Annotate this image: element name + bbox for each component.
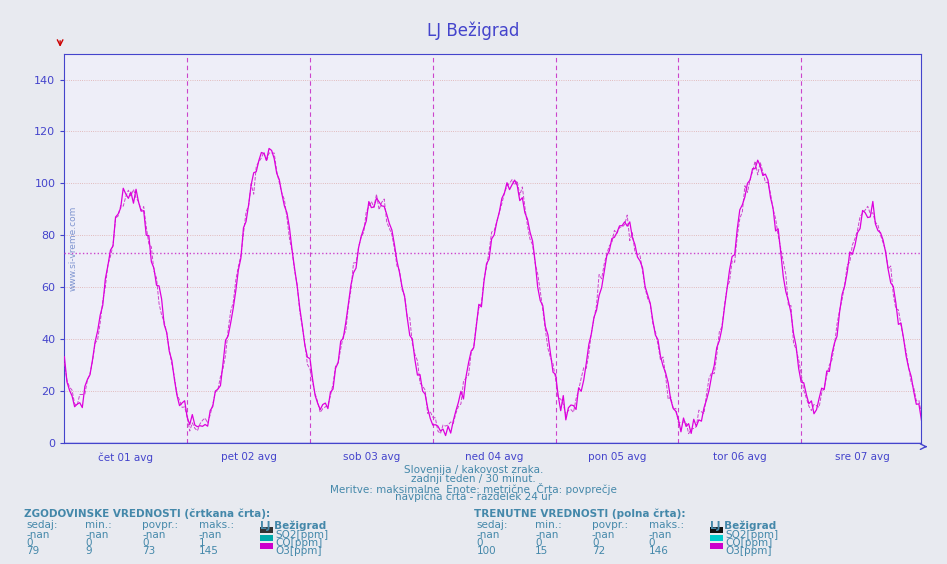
Text: tor 06 avg: tor 06 avg <box>713 452 767 462</box>
Text: 0: 0 <box>649 538 655 548</box>
Text: sre 07 avg: sre 07 avg <box>835 452 890 462</box>
Text: -nan: -nan <box>142 530 166 540</box>
Text: min.:: min.: <box>535 520 562 530</box>
Text: LJ Bežigrad: LJ Bežigrad <box>710 520 777 531</box>
Text: 146: 146 <box>649 546 669 556</box>
Text: LJ Bežigrad: LJ Bežigrad <box>260 520 327 531</box>
Text: Slovenija / kakovost zraka.: Slovenija / kakovost zraka. <box>403 465 544 475</box>
Text: www.si-vreme.com: www.si-vreme.com <box>68 205 78 291</box>
Text: maks.:: maks.: <box>199 520 234 530</box>
Text: CO[ppm]: CO[ppm] <box>276 538 323 548</box>
Text: pet 02 avg: pet 02 avg <box>221 452 277 462</box>
Text: 145: 145 <box>199 546 219 556</box>
Text: 0: 0 <box>85 538 92 548</box>
Text: 15: 15 <box>535 546 548 556</box>
Text: -nan: -nan <box>592 530 616 540</box>
Text: -nan: -nan <box>649 530 672 540</box>
Text: 100: 100 <box>476 546 496 556</box>
Text: 79: 79 <box>27 546 40 556</box>
Text: povpr.:: povpr.: <box>142 520 178 530</box>
Text: navpična črta - razdelek 24 ur: navpična črta - razdelek 24 ur <box>395 492 552 503</box>
Text: -nan: -nan <box>535 530 559 540</box>
Text: zadnji teden / 30 minut.: zadnji teden / 30 minut. <box>411 474 536 484</box>
Text: -nan: -nan <box>476 530 500 540</box>
Text: CO[ppm]: CO[ppm] <box>725 538 773 548</box>
Text: 0: 0 <box>476 538 483 548</box>
Text: SO2[ppm]: SO2[ppm] <box>276 530 329 540</box>
Text: 0: 0 <box>535 538 542 548</box>
Text: -nan: -nan <box>85 530 109 540</box>
Text: čet 01 avg: čet 01 avg <box>98 452 153 463</box>
Text: -nan: -nan <box>199 530 223 540</box>
Text: sedaj:: sedaj: <box>476 520 508 530</box>
Text: ZGODOVINSKE VREDNOSTI (črtkana črta):: ZGODOVINSKE VREDNOSTI (črtkana črta): <box>24 509 270 519</box>
Text: 73: 73 <box>142 546 155 556</box>
Text: O3[ppm]: O3[ppm] <box>276 546 322 556</box>
Text: 9: 9 <box>85 546 92 556</box>
Text: TRENUTNE VREDNOSTI (polna črta):: TRENUTNE VREDNOSTI (polna črta): <box>474 509 685 519</box>
Text: ned 04 avg: ned 04 avg <box>465 452 524 462</box>
Text: Meritve: maksimalne  Enote: metrične  Črta: povprečje: Meritve: maksimalne Enote: metrične Črta… <box>331 483 616 495</box>
Text: min.:: min.: <box>85 520 112 530</box>
Text: pon 05 avg: pon 05 avg <box>588 452 646 462</box>
Text: SO2[ppm]: SO2[ppm] <box>725 530 778 540</box>
Text: LJ Bežigrad: LJ Bežigrad <box>427 22 520 40</box>
Text: povpr.:: povpr.: <box>592 520 628 530</box>
Text: 72: 72 <box>592 546 605 556</box>
Text: 1: 1 <box>199 538 205 548</box>
Text: 0: 0 <box>27 538 33 548</box>
Text: sob 03 avg: sob 03 avg <box>343 452 400 462</box>
Text: 0: 0 <box>142 538 149 548</box>
Text: -nan: -nan <box>27 530 50 540</box>
Text: sedaj:: sedaj: <box>27 520 58 530</box>
Text: 0: 0 <box>592 538 599 548</box>
Text: O3[ppm]: O3[ppm] <box>725 546 772 556</box>
Text: maks.:: maks.: <box>649 520 684 530</box>
